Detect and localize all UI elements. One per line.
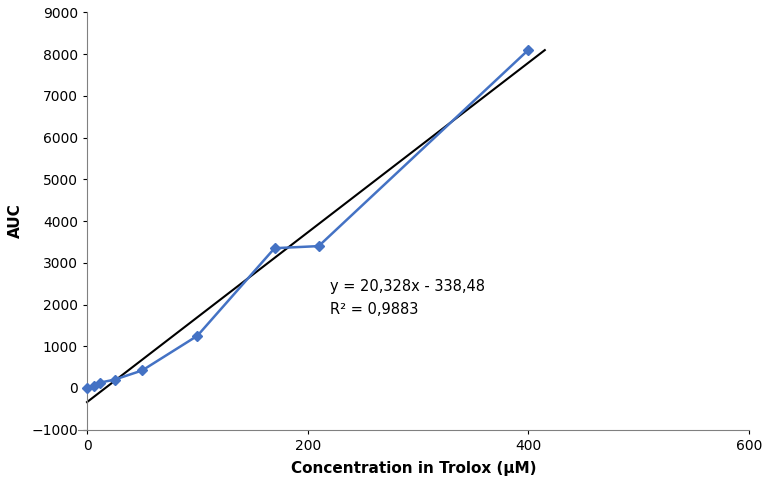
Y-axis label: AUC: AUC bbox=[8, 204, 23, 239]
X-axis label: Concentration in Trolox (µM): Concentration in Trolox (µM) bbox=[291, 461, 536, 476]
Text: y = 20,328x - 338,48
R² = 0,9883: y = 20,328x - 338,48 R² = 0,9883 bbox=[330, 280, 484, 317]
